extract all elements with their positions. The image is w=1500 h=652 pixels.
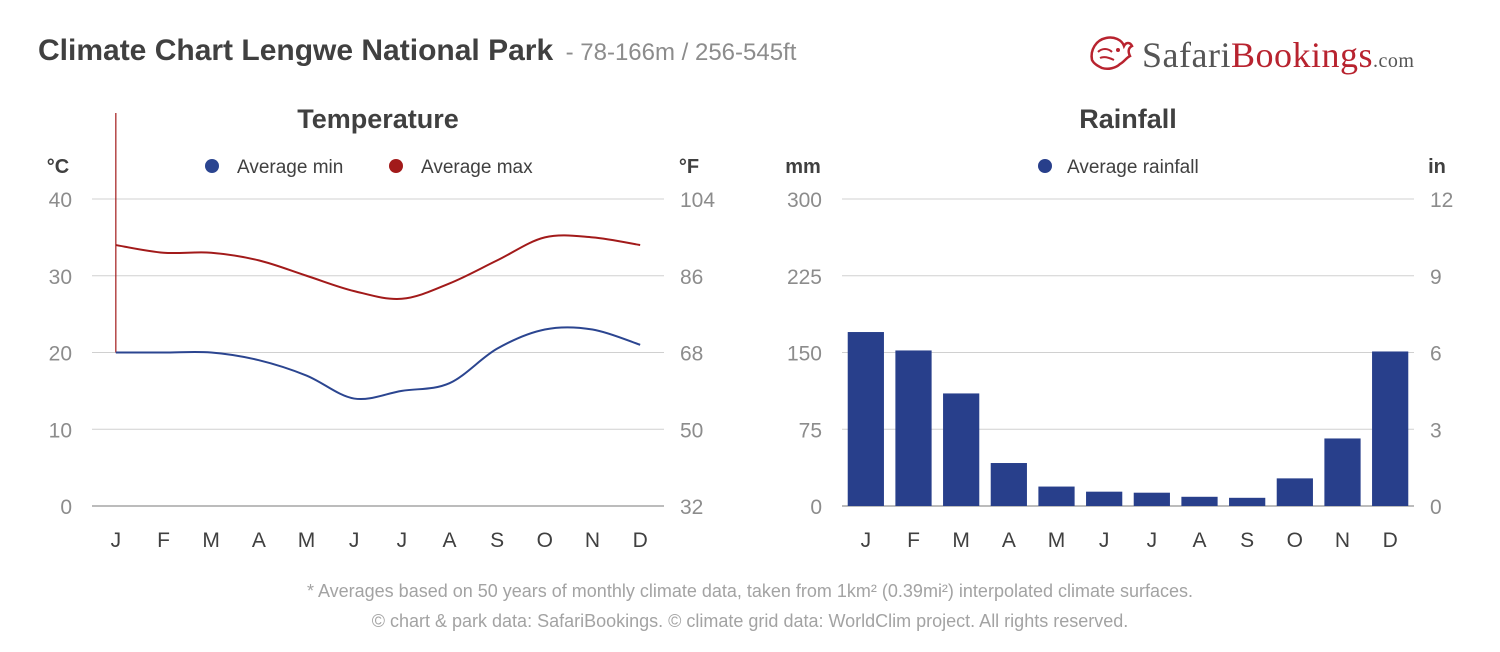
x-tick-label: D	[633, 529, 648, 552]
right-tick-label: 32	[680, 496, 703, 519]
safaribookings-logo[interactable]: SafariBookings.com	[1086, 30, 1466, 76]
logo-wordmark: SafariBookings.com	[1142, 34, 1414, 76]
page-title: Climate Chart Lengwe National Park	[38, 34, 554, 67]
x-tick-label: N	[585, 529, 600, 552]
legend-label: Average max	[421, 157, 533, 178]
bar-o-9	[1276, 478, 1313, 506]
right-tick-label: 50	[680, 419, 703, 442]
bar-j-5	[1086, 491, 1123, 506]
chart-title: Rainfall	[1079, 104, 1177, 134]
bar-a-7	[1181, 496, 1218, 506]
x-tick-label: J	[861, 529, 872, 552]
x-tick-label: A	[1192, 529, 1206, 552]
right-tick-label: 68	[680, 343, 703, 366]
legend-marker	[389, 159, 403, 173]
bar-n-10	[1324, 438, 1361, 506]
x-tick-label: A	[1002, 529, 1016, 552]
x-tick-label: O	[537, 529, 553, 552]
left-tick-label: 0	[60, 496, 72, 519]
page-subtitle: - 78-166m / 256-545ft	[565, 39, 797, 66]
left-tick-label: 20	[49, 343, 72, 366]
left-axis-unit: °C	[47, 156, 69, 178]
x-tick-label: N	[1335, 529, 1350, 552]
left-tick-label: 225	[787, 266, 822, 289]
legend-label: Average min	[237, 157, 343, 178]
x-tick-label: M	[952, 529, 970, 552]
x-tick-label: D	[1383, 529, 1398, 552]
right-tick-label: 86	[680, 266, 703, 289]
x-tick-label: J	[111, 529, 122, 552]
bar-f-1	[895, 350, 932, 506]
right-tick-label: 3	[1430, 419, 1442, 442]
x-tick-label: F	[907, 529, 920, 552]
x-tick-label: F	[157, 529, 170, 552]
x-tick-label: A	[442, 529, 456, 552]
legend-marker	[205, 159, 219, 173]
left-tick-label: 40	[49, 189, 72, 212]
x-tick-label: M	[298, 529, 316, 552]
bar-m-4	[1038, 486, 1075, 506]
legend-label: Average rainfall	[1067, 157, 1199, 178]
chart-header: Climate Chart Lengwe National Park - 78-…	[38, 34, 796, 68]
left-tick-label: 10	[49, 419, 72, 442]
lion-icon	[1090, 36, 1134, 71]
legend-marker	[1038, 159, 1052, 173]
series-line-min	[115, 326, 641, 401]
bar-j-0	[847, 332, 884, 506]
left-axis-unit: mm	[785, 156, 821, 178]
chart-title: Temperature	[297, 104, 459, 134]
right-tick-label: 0	[1430, 496, 1442, 519]
bar-j-6	[1133, 492, 1170, 506]
x-tick-label: J	[397, 529, 408, 552]
logo-part-safari: Safari	[1142, 35, 1231, 75]
left-tick-label: 300	[787, 189, 822, 212]
left-tick-label: 150	[787, 343, 822, 366]
logo-part-bookings: Bookings	[1230, 35, 1373, 75]
temperature-chart: Temperature °C °F 0 32 10 50 20 68 30 86 40 104 J F M A M…	[47, 104, 716, 552]
x-tick-label: A	[252, 529, 266, 552]
x-tick-label: J	[349, 529, 360, 552]
x-tick-label: O	[1287, 529, 1303, 552]
right-axis-unit: °F	[679, 156, 699, 178]
left-tick-label: 30	[49, 266, 72, 289]
series-line-max	[115, 234, 641, 300]
right-tick-label: 104	[680, 189, 715, 212]
bar-s-8	[1229, 497, 1266, 506]
credits: © chart & park data: SafariBookings. © c…	[371, 611, 1129, 631]
bar-d-11	[1372, 351, 1409, 506]
right-tick-label: 9	[1430, 266, 1442, 289]
x-tick-label: M	[202, 529, 220, 552]
left-tick-label: 0	[810, 496, 822, 519]
logo-part-com: .com	[1373, 50, 1415, 72]
footnote: * Averages based on 50 years of monthly …	[306, 581, 1194, 601]
x-tick-label: S	[490, 529, 504, 552]
bar-a-3	[990, 463, 1027, 506]
x-tick-label: J	[1099, 529, 1110, 552]
bar-m-2	[943, 393, 980, 506]
right-tick-label: 6	[1430, 343, 1442, 366]
x-tick-label: J	[1147, 529, 1158, 552]
x-tick-label: S	[1240, 529, 1254, 552]
right-axis-unit: in	[1428, 156, 1446, 178]
x-tick-label: M	[1048, 529, 1066, 552]
right-tick-label: 12	[1430, 189, 1453, 212]
rainfall-chart: Rainfall mm in 0 0 75 3 150 6 225 9 300 12 J F M A M J J A S O…	[785, 104, 1453, 552]
left-tick-label: 75	[799, 419, 822, 442]
